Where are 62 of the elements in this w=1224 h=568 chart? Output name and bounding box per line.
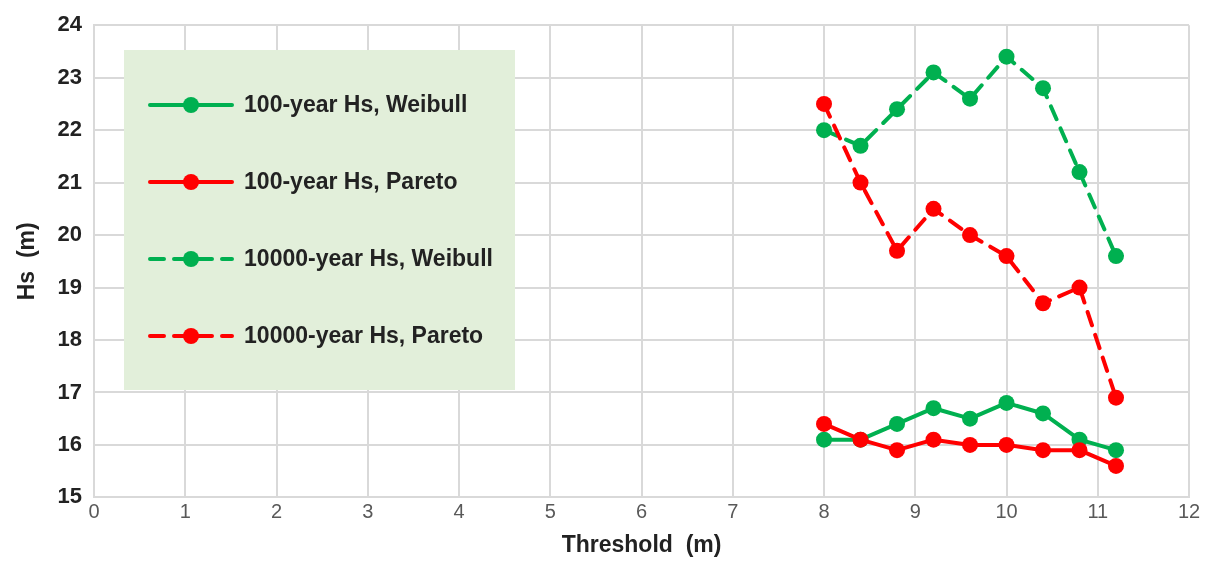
- point: [962, 410, 979, 427]
- point: [1035, 80, 1052, 97]
- point: [1108, 389, 1125, 406]
- point: [962, 227, 979, 244]
- y-tick-label: 16: [57, 431, 83, 456]
- y-tick-label: 21: [57, 168, 83, 194]
- x-tick-label: 0: [88, 499, 100, 522]
- point: [925, 64, 942, 81]
- point: [852, 174, 869, 191]
- legend-label: 100-year Hs, Pareto: [244, 168, 458, 196]
- point: [1071, 164, 1088, 181]
- point: [998, 48, 1015, 65]
- point: [1071, 442, 1088, 459]
- point: [889, 442, 906, 459]
- point: [925, 400, 942, 417]
- x-tick-label: 11: [1087, 499, 1109, 522]
- x-tick-label: 1: [179, 499, 191, 522]
- point: [816, 431, 833, 448]
- y-tick-label: 24: [57, 11, 83, 37]
- x-tick-label: 10: [995, 499, 1018, 522]
- y-tick-label: 17: [57, 378, 83, 404]
- y-axis-title: Hs (m): [13, 222, 40, 301]
- x-tick-label: 8: [818, 499, 830, 522]
- x-tick-label: 7: [727, 499, 739, 522]
- y-tick-label: 23: [57, 63, 83, 89]
- point: [998, 436, 1015, 453]
- point: [1071, 279, 1088, 296]
- y-tick-label: 15: [57, 483, 83, 509]
- y-tick-label: 22: [57, 116, 83, 142]
- point: [962, 90, 979, 107]
- point: [816, 122, 833, 139]
- point: [925, 200, 942, 217]
- point: [889, 415, 906, 432]
- x-tick-label: 2: [271, 499, 283, 522]
- point: [998, 394, 1015, 411]
- y-tick-label: 18: [57, 326, 83, 352]
- point: [1035, 442, 1052, 459]
- point: [962, 436, 979, 453]
- point: [1108, 457, 1125, 474]
- legend-label: 10000-year Hs, Pareto: [244, 322, 484, 350]
- point: [1035, 295, 1052, 312]
- y-tick-label: 20: [57, 221, 83, 247]
- x-tick-label: 5: [544, 499, 556, 522]
- legend-label: 10000-year Hs, Weibull: [244, 245, 493, 273]
- x-tick-label: 4: [453, 499, 465, 522]
- point: [998, 248, 1015, 265]
- point: [925, 431, 942, 448]
- point: [1108, 248, 1125, 265]
- point: [1035, 405, 1052, 422]
- x-tick-label: 3: [362, 499, 374, 522]
- point: [1108, 442, 1125, 459]
- x-axis-title: Threshold (m): [561, 530, 722, 557]
- y-tick-label: 19: [57, 273, 83, 299]
- point: [889, 101, 906, 118]
- x-tick-label: 9: [909, 499, 921, 522]
- point: [852, 137, 869, 154]
- point: [889, 242, 906, 259]
- legend-label: 100-year Hs, Weibull: [244, 91, 468, 119]
- x-tick-label: 6: [635, 499, 648, 522]
- point: [816, 415, 833, 432]
- point: [816, 95, 833, 112]
- x-tick-label: 12: [1177, 499, 1201, 522]
